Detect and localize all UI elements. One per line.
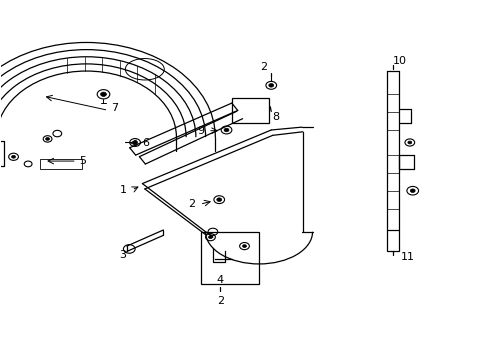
Circle shape (45, 138, 49, 140)
Text: 3: 3 (119, 250, 126, 260)
Circle shape (407, 141, 411, 144)
Text: 7: 7 (111, 103, 118, 113)
Circle shape (101, 92, 106, 96)
Text: 1: 1 (119, 185, 126, 195)
Text: 2: 2 (216, 296, 224, 306)
Text: 9: 9 (197, 126, 204, 136)
Circle shape (132, 141, 137, 144)
Text: 2: 2 (188, 199, 195, 209)
Circle shape (224, 128, 228, 132)
Text: 11: 11 (400, 252, 414, 262)
Text: 4: 4 (216, 275, 224, 285)
Circle shape (409, 189, 414, 193)
Circle shape (208, 236, 212, 239)
Bar (40, 158, 81, 168)
Circle shape (216, 198, 221, 202)
Bar (386, 230, 398, 251)
Circle shape (268, 84, 273, 87)
Text: 6: 6 (142, 138, 149, 148)
Text: 10: 10 (392, 57, 406, 66)
Text: 8: 8 (272, 112, 279, 122)
Circle shape (12, 156, 16, 158)
Bar (232, 98, 268, 123)
Text: 2: 2 (260, 63, 267, 72)
Text: 5: 5 (79, 156, 86, 166)
Circle shape (242, 245, 246, 248)
Bar (201, 232, 259, 284)
